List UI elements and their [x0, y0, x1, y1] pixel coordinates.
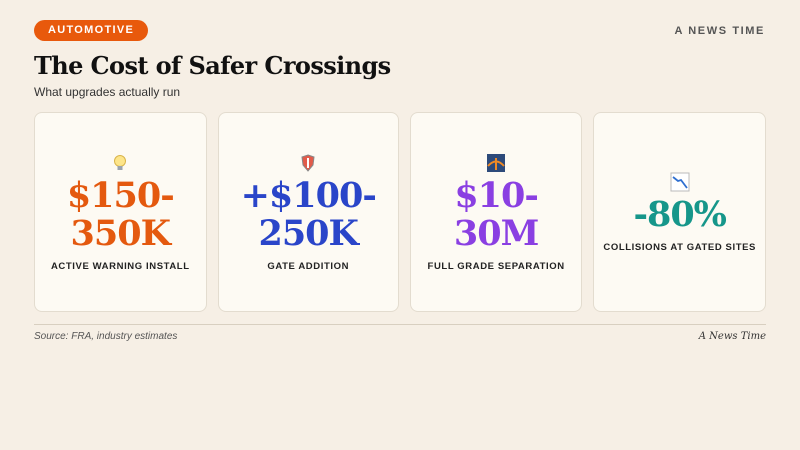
card: +$100-250K GATE ADDITION	[217, 112, 399, 312]
brand: A NEWS TIME	[674, 25, 765, 37]
card: $150-350K ACTIVE WARNING INSTALL	[34, 112, 207, 312]
card: $10-30M FULL GRADE SEPARATION	[409, 112, 583, 312]
credit: A News Time	[698, 331, 766, 342]
card-value: $10-30M	[453, 174, 539, 254]
subtitle: What upgrades actually run	[34, 85, 181, 99]
card-label: GATE ADDITION	[267, 260, 350, 272]
source: Source: FRA, industry estimates	[34, 331, 178, 342]
shield-icon	[301, 153, 315, 172]
bridge-icon	[487, 153, 506, 172]
card-label: FULL GRADE SEPARATION	[427, 260, 565, 272]
card-value: -80%	[633, 193, 726, 235]
card-label: ACTIVE WARNING INSTALL	[50, 260, 190, 272]
card-label: COLLISIONS AT GATED SITES	[603, 241, 756, 253]
card-value: +$100-250K	[240, 174, 377, 254]
bulb-icon	[114, 154, 127, 170]
card: -80% COLLISIONS AT GATED SITES	[593, 112, 766, 312]
chart-down-icon	[670, 172, 690, 191]
divider	[34, 324, 766, 325]
card-row: $150-350K ACTIVE WARNING INSTALL +$100-2…	[34, 112, 766, 312]
category-tag[interactable]: AUTOMOTIVE	[34, 20, 149, 41]
card-value: $150-350K	[66, 174, 175, 254]
title: The Cost of Safer Crossings	[34, 51, 391, 80]
